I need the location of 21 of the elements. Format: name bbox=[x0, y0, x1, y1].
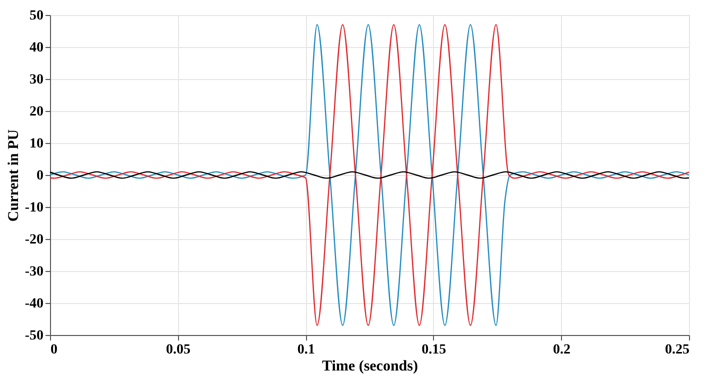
x-axis-title: Time (seconds) bbox=[322, 358, 418, 374]
line-series bbox=[49, 24, 690, 326]
line-series bbox=[49, 171, 690, 179]
y-tick-label: -50 bbox=[24, 328, 44, 344]
x-tick-label: 0 bbox=[50, 342, 58, 358]
y-tick-label: 0 bbox=[36, 168, 44, 184]
y-tick-label: -30 bbox=[24, 264, 44, 280]
x-tick-label: 0.1 bbox=[297, 342, 315, 358]
y-tick-label: 30 bbox=[30, 72, 44, 88]
y-tick-label: 10 bbox=[30, 136, 44, 152]
y-tick-label: -40 bbox=[24, 296, 44, 312]
y-tick-label: -20 bbox=[24, 232, 44, 248]
y-axis-title: Current in PU bbox=[6, 129, 22, 222]
x-tick-label: 0.2 bbox=[552, 342, 570, 358]
x-tick-label: 0.25 bbox=[665, 342, 690, 358]
x-tick-label: 0.05 bbox=[166, 342, 191, 358]
x-tick-label: 0.15 bbox=[422, 342, 446, 358]
y-tick-label: 40 bbox=[30, 40, 44, 56]
y-tick-label: 50 bbox=[30, 8, 44, 24]
y-tick-label: 20 bbox=[30, 104, 44, 120]
y-tick-label: -10 bbox=[24, 200, 44, 216]
